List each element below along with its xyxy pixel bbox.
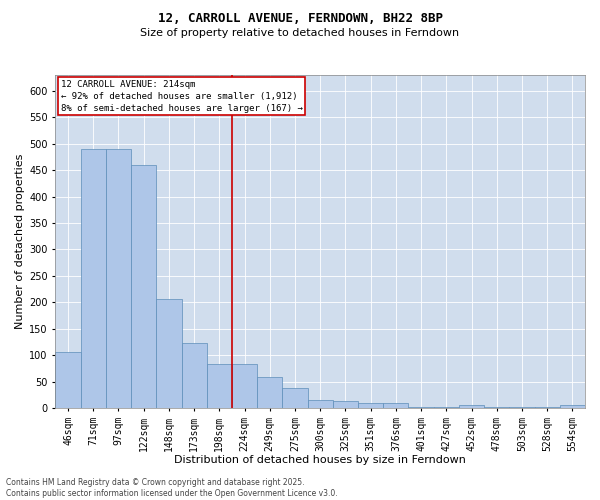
Text: Size of property relative to detached houses in Ferndown: Size of property relative to detached ho… <box>140 28 460 38</box>
Bar <box>80 149 106 408</box>
X-axis label: Distribution of detached houses by size in Ferndown: Distribution of detached houses by size … <box>174 455 466 465</box>
Bar <box>459 406 484 408</box>
Bar <box>232 364 257 408</box>
Bar <box>333 400 358 408</box>
Bar <box>257 378 283 408</box>
Bar <box>106 149 131 408</box>
Bar <box>157 298 182 408</box>
Bar <box>182 344 207 408</box>
Bar <box>308 400 333 408</box>
Text: 12 CARROLL AVENUE: 214sqm
← 92% of detached houses are smaller (1,912)
8% of sem: 12 CARROLL AVENUE: 214sqm ← 92% of detac… <box>61 80 302 112</box>
Bar <box>560 406 585 408</box>
Bar <box>55 352 80 408</box>
Bar <box>207 364 232 408</box>
Bar <box>358 402 383 408</box>
Bar <box>283 388 308 408</box>
Text: 12, CARROLL AVENUE, FERNDOWN, BH22 8BP: 12, CARROLL AVENUE, FERNDOWN, BH22 8BP <box>157 12 443 26</box>
Bar <box>131 165 157 408</box>
Text: Contains HM Land Registry data © Crown copyright and database right 2025.
Contai: Contains HM Land Registry data © Crown c… <box>6 478 338 498</box>
Y-axis label: Number of detached properties: Number of detached properties <box>15 154 25 329</box>
Bar <box>383 402 409 408</box>
